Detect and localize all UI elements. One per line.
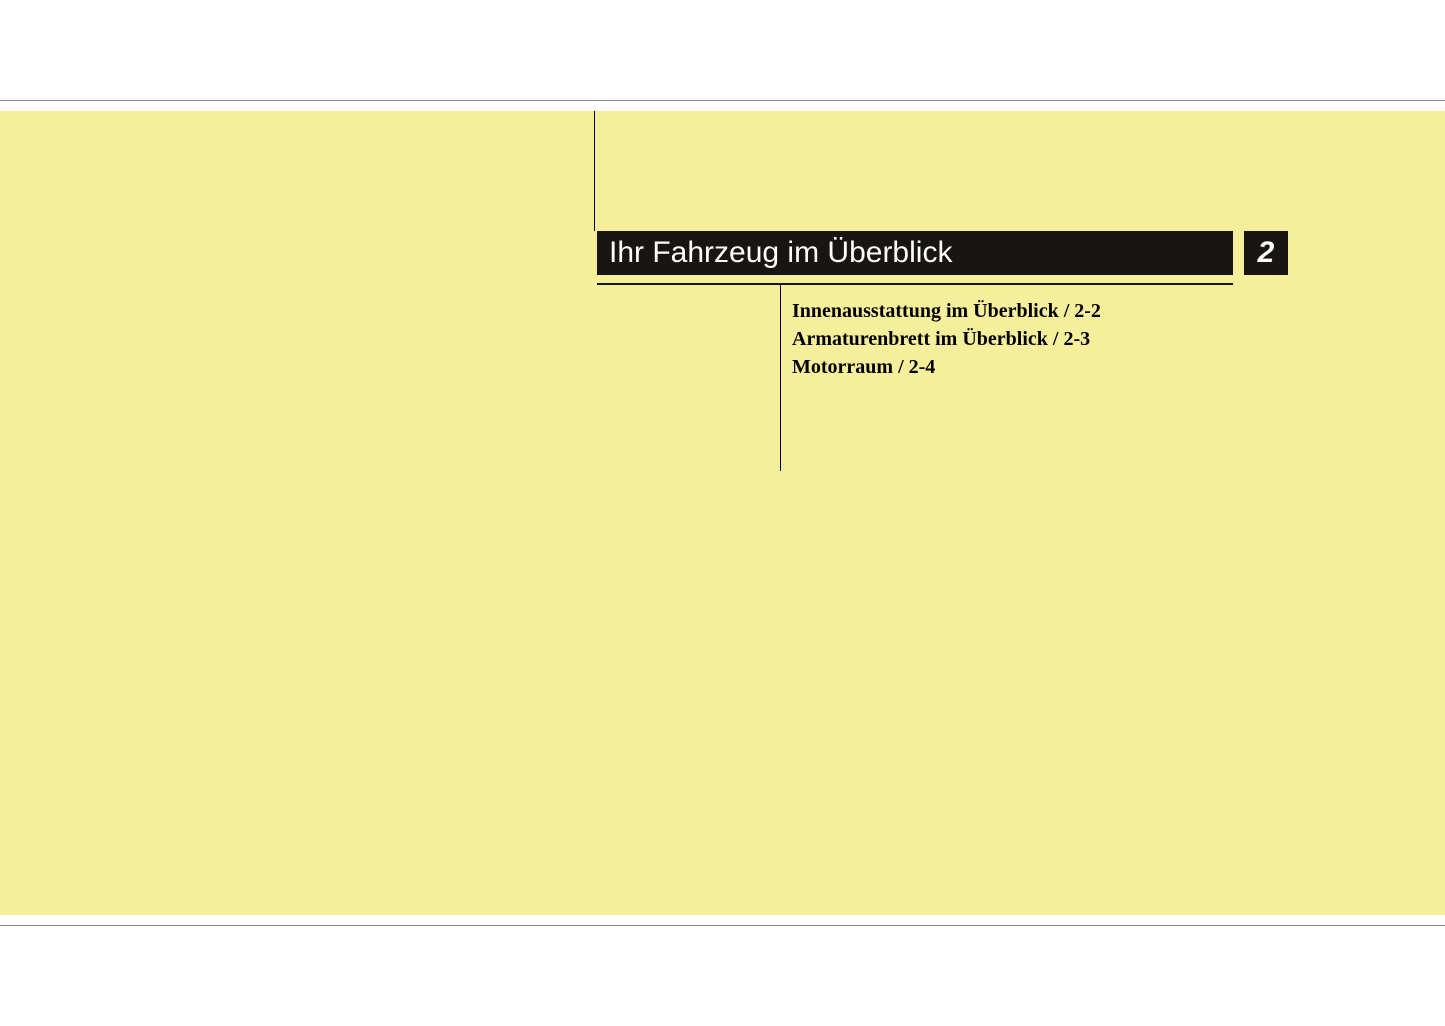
chapter-title: Ihr Fahrzeug im Überblick	[609, 236, 952, 269]
toc-list: Innenausstattung im Überblick / 2-2 Arma…	[792, 297, 1101, 381]
chapter-number-box: 2	[1244, 231, 1288, 275]
chapter-title-bar: Ihr Fahrzeug im Überblick	[597, 231, 1233, 275]
toc-item: Motorraum / 2-4	[792, 353, 1101, 381]
page-container: Ihr Fahrzeug im Überblick 2 Innenausstat…	[0, 100, 1445, 926]
title-underline	[597, 283, 1233, 285]
vertical-divider-top	[594, 111, 595, 231]
content-panel: Ihr Fahrzeug im Überblick 2 Innenausstat…	[0, 111, 1445, 915]
toc-item: Innenausstattung im Überblick / 2-2	[792, 297, 1101, 325]
toc-item: Armaturenbrett im Überblick / 2-3	[792, 325, 1101, 353]
vertical-divider-content	[780, 285, 781, 471]
chapter-number: 2	[1258, 236, 1275, 269]
